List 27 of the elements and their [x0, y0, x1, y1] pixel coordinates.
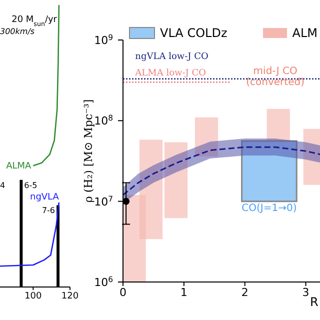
line-series [123, 146, 320, 196]
annotation: mid-J CO (converted) [246, 66, 305, 88]
y-tick-label: 10$^{8}$ [94, 113, 114, 128]
annotation: 20 M$_{sun}$/yr [12, 15, 58, 28]
x-tick-label: 3 [302, 286, 310, 299]
annotation: 300km/s [0, 27, 35, 36]
bar [241, 140, 298, 202]
y-tick-label: 10$^{9}$ [94, 32, 114, 47]
series-label: ALMA low-J CO [134, 68, 206, 79]
x-tick-label: 120 [61, 291, 79, 302]
x-axis-title: R [310, 295, 318, 309]
y-axis-title: ρ (H₂) [M⊙ Mpc⁻³] [82, 99, 95, 203]
x-tick-label: 0 [120, 286, 126, 299]
annotation: 4 [0, 181, 6, 190]
x-tick-label: 1 [180, 286, 188, 299]
y-tick-label: 10$^{6}$ [94, 274, 114, 289]
x-tick-label: 100 [24, 291, 42, 302]
series-label: ngVLA low-J CO [135, 52, 208, 62]
y-tick-label: 10$^{7}$ [94, 194, 114, 208]
annotation: 6-5 [24, 180, 38, 190]
annotation: 7-6 [42, 206, 56, 216]
series-label: ngVLA [30, 192, 60, 202]
legend-label: ALM [291, 26, 318, 40]
annotation: CO(J=1→0) [242, 203, 297, 214]
series-label: ALMA [6, 162, 32, 172]
x-tick-label: 2 [241, 286, 248, 299]
legend-label: VLA COLDz [159, 26, 228, 40]
